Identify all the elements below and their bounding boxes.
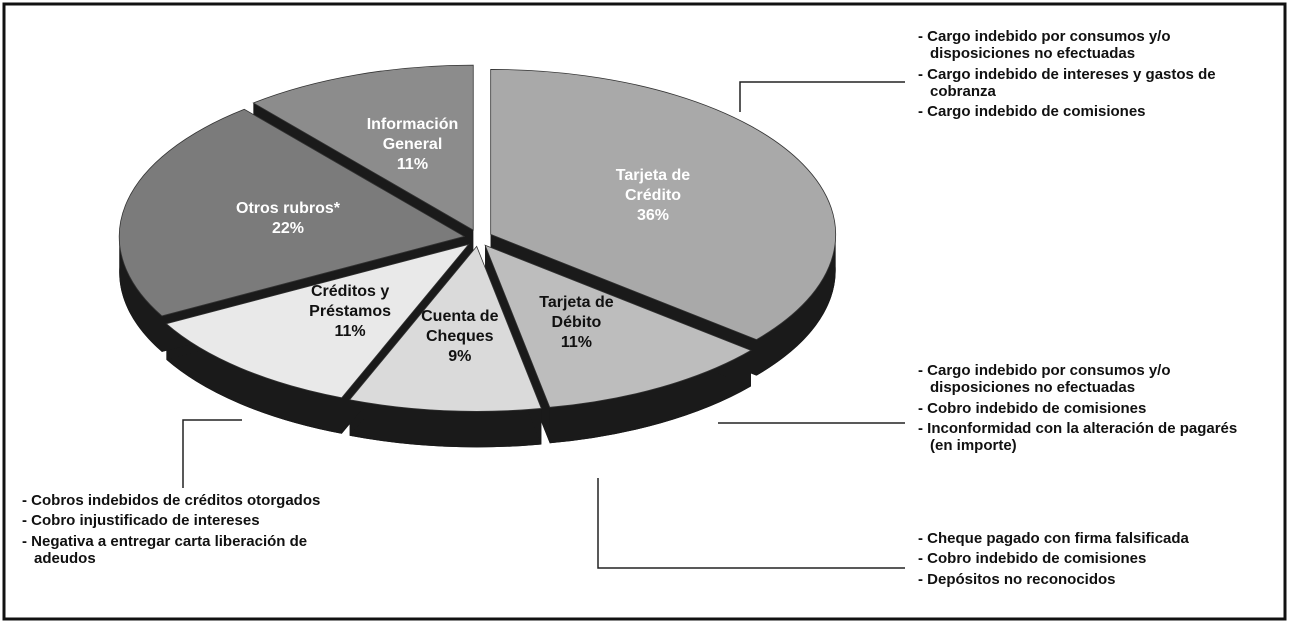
- slice-label: Cuenta de Cheques 9%: [385, 307, 535, 367]
- annotation: - Cargo indebido por consumos y/o dispos…: [918, 362, 1248, 457]
- annotation-item: - Cheque pagado con firma falsificada: [918, 530, 1189, 547]
- category-label: Tarjeta de Débito: [539, 294, 614, 332]
- slice-label: Créditos y Préstamos 11%: [275, 282, 425, 342]
- value-label: 11%: [560, 334, 592, 352]
- annotation-item: - Cargo indebido por consumos y/o dispos…: [918, 362, 1171, 397]
- slice-label: Otros rubros* 22%: [213, 199, 363, 239]
- annotation-item: - Cobros indebidos de créditos otorgados: [22, 492, 321, 509]
- slice: [165, 243, 470, 399]
- annotation-item: - Depósitos no reconocidos: [918, 570, 1116, 588]
- leader-line: [182, 419, 242, 488]
- slice-side: [166, 323, 342, 434]
- category-label: Información General: [366, 115, 459, 153]
- annotation-item: - Negativa a entregar carta liberación d…: [22, 532, 308, 567]
- leader-line: [739, 81, 905, 112]
- slice: [484, 244, 752, 408]
- slice-side: [549, 350, 751, 444]
- annotation: - Cargo indebido por consumos y/o dispos…: [918, 28, 1248, 123]
- slice: [118, 108, 466, 317]
- value-label: 9%: [448, 347, 472, 365]
- category-label: Créditos y Préstamos: [309, 283, 391, 321]
- slice: [252, 64, 474, 231]
- value-label: 11%: [396, 155, 429, 173]
- annotation: - Cobros indebidos de créditos otorgados…: [22, 492, 342, 570]
- annotation-item: - Cargo indebido de intereses y gastos d…: [918, 65, 1216, 100]
- slice-label: Tarjeta de Crédito 36%: [578, 166, 728, 226]
- annotation-item: - Cobro indebido de comisiones: [918, 399, 1147, 417]
- slice-label: Información General 11%: [337, 115, 487, 175]
- annotation-item: - Inconformidad con la alteración de pag…: [918, 419, 1238, 454]
- category-label: Cuenta de Cheques: [421, 307, 499, 345]
- leader-line: [597, 478, 905, 569]
- annotation-item: - Cargo indebido por consumos y/o dispos…: [918, 28, 1171, 63]
- slice-side: [756, 234, 836, 376]
- annotation: - Cheque pagado con firma falsificada - C…: [918, 530, 1268, 591]
- slice: [348, 245, 542, 412]
- slice: [490, 69, 837, 341]
- value-label: 36%: [636, 206, 669, 224]
- slice-side: [349, 399, 542, 448]
- leader-lines: [182, 81, 905, 569]
- value-label: 22%: [272, 220, 305, 238]
- category-label: Tarjeta de Crédito: [615, 166, 691, 204]
- category-label: Otros rubros*: [236, 200, 341, 218]
- annotation-item: - Cobro injustificado de intereses: [22, 512, 260, 530]
- annotation-item: - Cobro indebido de comisiones: [918, 550, 1147, 568]
- value-label: 11%: [334, 323, 366, 341]
- annotation-item: - Cargo indebido de comisiones: [918, 103, 1146, 120]
- slice-label: Tarjeta de Débito 11%: [501, 293, 651, 353]
